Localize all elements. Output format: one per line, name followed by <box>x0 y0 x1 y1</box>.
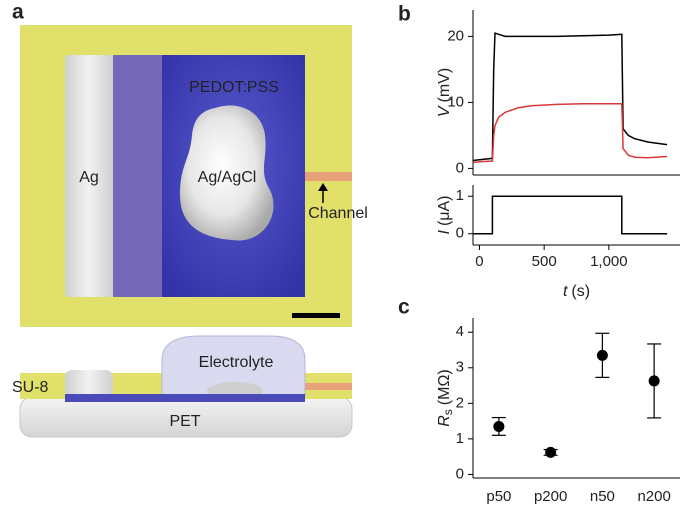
x-tick-label: p200 <box>534 488 567 505</box>
axis-symbol: I <box>436 230 453 235</box>
y-tick-label: 1 <box>456 187 464 204</box>
x-tick-label: p50 <box>486 488 511 505</box>
arrow-head <box>318 183 328 191</box>
axis-unit: (s) <box>571 283 590 300</box>
point <box>493 420 505 432</box>
label-su8: SU-8 <box>12 379 49 396</box>
y-tick-label: 0 <box>456 225 464 242</box>
y-axis-label: V (mV) <box>436 68 453 117</box>
point <box>545 446 557 458</box>
point <box>648 375 660 387</box>
axis-unit: (mV) <box>436 68 453 103</box>
point <box>596 349 608 361</box>
x-tick-label: 0 <box>475 253 483 270</box>
x-tick-label: 500 <box>532 253 557 270</box>
y-tick-label: 2 <box>456 394 464 411</box>
label-ag: Ag <box>79 169 99 186</box>
panel-label: a <box>12 1 24 24</box>
scale-bar <box>292 313 340 318</box>
panel-label: c <box>398 296 410 319</box>
y-tick-label: 20 <box>447 27 464 44</box>
label-agcl: Ag/AgCl <box>198 169 257 186</box>
x-tick-label: n200 <box>637 488 670 505</box>
y-tick-label: 10 <box>447 93 464 110</box>
y-tick-label: 3 <box>456 359 464 376</box>
electrolyte-dome <box>161 335 306 397</box>
axis-subscript: s <box>441 409 455 415</box>
trace <box>473 195 668 235</box>
channel-cross <box>305 383 352 390</box>
agcl-blob <box>180 105 274 241</box>
y-axis-label: Rs (MΩ) <box>436 369 455 427</box>
trace <box>472 102 668 164</box>
overlap-strip <box>113 55 162 297</box>
axis-unit: (μA) <box>436 196 453 227</box>
channel-strip <box>305 172 352 181</box>
y-tick-label: 4 <box>456 323 464 340</box>
axis-unit: (MΩ) <box>436 369 453 405</box>
x-axis-label: t (s) <box>563 283 590 300</box>
label-pet: PET <box>169 413 200 430</box>
y-tick-label: 0 <box>456 465 464 482</box>
trace <box>472 32 668 162</box>
axis-symbol: t <box>563 283 568 300</box>
panel-label: b <box>398 3 411 26</box>
ag-cross <box>65 370 113 398</box>
pedot-cross <box>65 394 305 402</box>
axis-symbol: R <box>436 415 453 427</box>
ag-electrode <box>65 55 113 297</box>
axis-symbol: V <box>436 105 453 117</box>
y-tick-label: 1 <box>456 430 464 447</box>
y-tick-label: 0 <box>456 159 464 176</box>
x-tick-label: 1,000 <box>590 253 628 270</box>
y-axis-label: I (μA) <box>436 196 453 235</box>
x-tick-label: n50 <box>590 488 615 505</box>
label-pedot: PEDOT:PSS <box>189 79 279 96</box>
label-channel: Channel <box>308 205 368 222</box>
label-electrolyte: Electrolyte <box>199 354 274 371</box>
